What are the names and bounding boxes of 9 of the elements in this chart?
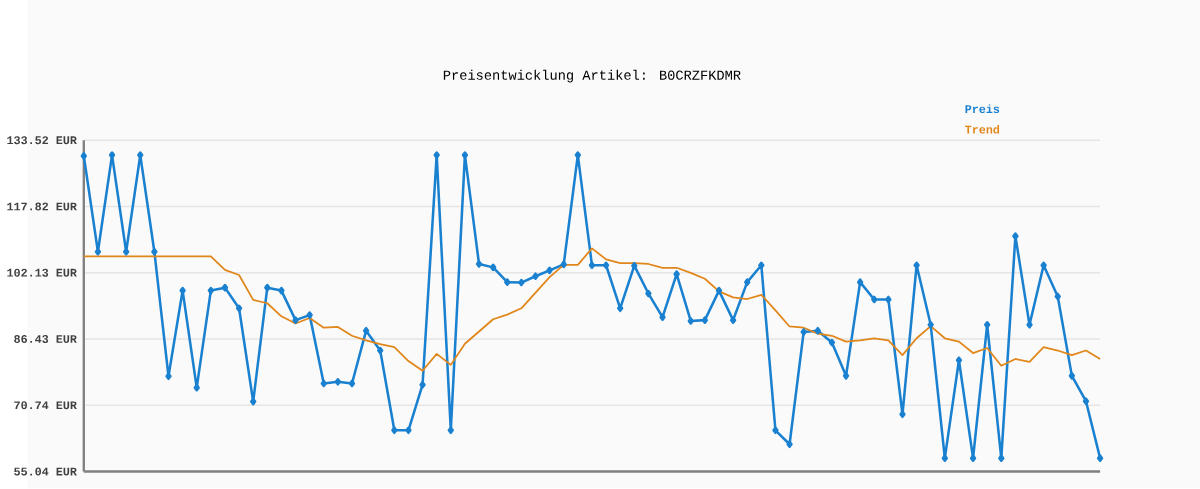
y-tick-label: 86.43 EUR xyxy=(14,335,77,344)
y-tick-label: 117.82 EUR xyxy=(7,202,77,211)
y-tick-label: 102.13 EUR xyxy=(7,268,77,277)
y-tick-label: 55.04 EUR xyxy=(14,467,77,476)
text: Trend xyxy=(965,125,1000,134)
y-tick-label: 70.74 EUR xyxy=(14,401,77,410)
chart-title: Preisentwicklung Artikel: B0CRZFKDMR xyxy=(443,69,741,83)
y-tick-label: 133.52 EUR xyxy=(7,136,77,145)
text: Preis xyxy=(965,104,1000,114)
